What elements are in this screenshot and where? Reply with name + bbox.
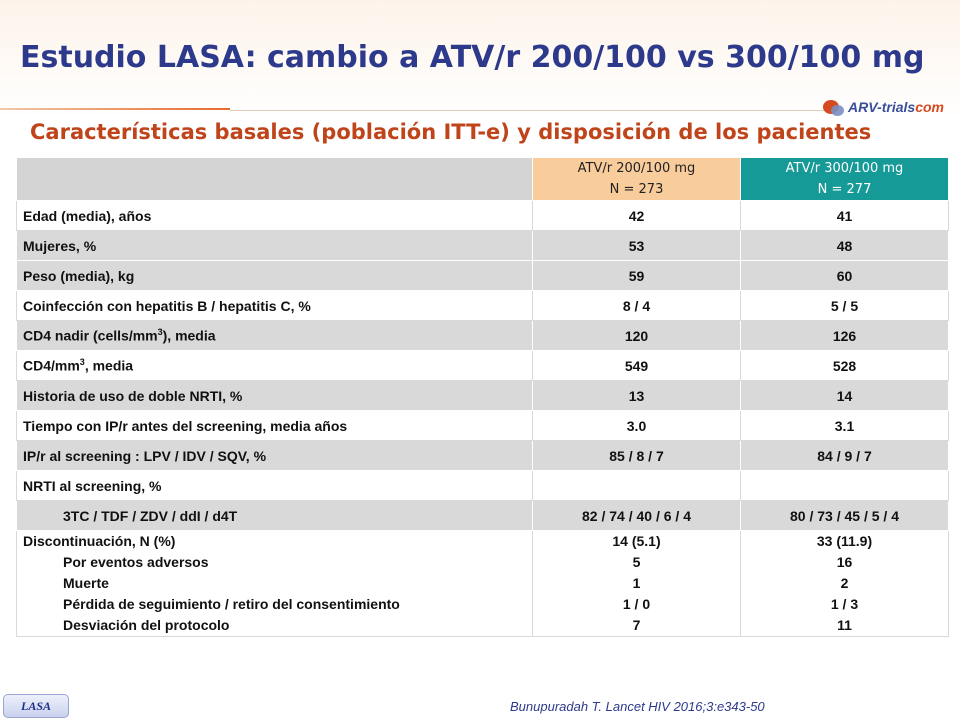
table-row: CD4/mm3, media 549 528: [16, 350, 949, 381]
table-row: IP/r al screening : LPV / IDV / SQV, % 8…: [16, 440, 949, 471]
table-header-row: ATV/r 200/100 mg N = 273 ATV/r 300/100 m…: [16, 157, 949, 201]
row-label: CD4/mm3, media: [16, 350, 533, 381]
sub-label-death: Muerte: [63, 575, 109, 591]
table-row: Edad (media), años 42 41: [16, 200, 949, 231]
row-value-atv-200: 8 / 4: [532, 290, 741, 321]
row-value-atv-300: 126: [740, 320, 949, 351]
row-label: NRTI al screening, %: [16, 470, 533, 501]
row-value-atv-200: 13: [532, 380, 741, 411]
table-row: Peso (media), kg 59 60: [16, 260, 949, 291]
row-value-atv-300: 41: [740, 200, 949, 231]
header-blank-cell: [16, 157, 533, 201]
row-value-atv-300: 14: [740, 380, 949, 411]
row-label: Coinfección con hepatitis B / hepatitis …: [16, 290, 533, 321]
row-value-atv-200: 3.0: [532, 410, 741, 441]
header-atv-300: ATV/r 300/100 mg N = 277: [740, 157, 949, 201]
row-value-atv-300: 48: [740, 230, 949, 261]
row-value-atv-200: [532, 470, 741, 501]
table-row-discontinuation: Discontinuación, N (%) Por eventos adver…: [16, 530, 949, 637]
table-row: Coinfección con hepatitis B / hepatitis …: [16, 290, 949, 321]
row-value-atv-300: 3.1: [740, 410, 949, 441]
row-label: 3TC / TDF / ZDV / ddI / d4T: [16, 500, 533, 531]
row-label: Discontinuación, N (%) Por eventos adver…: [16, 530, 533, 637]
row-value-atv-200: 549: [532, 350, 741, 381]
row-value-atv-300: 80 / 73 / 45 / 5 / 4: [740, 500, 949, 531]
row-value-atv-300: 60: [740, 260, 949, 291]
row-value-atv-200: 42: [532, 200, 741, 231]
row-value-atv-200: 14 (5.1) 5 1 1 / 0 7: [532, 530, 741, 637]
title-underline: [230, 110, 830, 111]
row-value-atv-300: 33 (11.9) 16 2 1 / 3 11: [740, 530, 949, 637]
row-label: CD4 nadir (cells/mm3), media: [16, 320, 533, 351]
row-value-atv-200: 120: [532, 320, 741, 351]
row-value-atv-200: 53: [532, 230, 741, 261]
header-atv-200: ATV/r 200/100 mg N = 273: [532, 157, 741, 201]
sub-label-lost-follow-up: Pérdida de seguimiento / retiro del cons…: [63, 596, 400, 612]
table-row: Historia de uso de doble NRTI, % 13 14: [16, 380, 949, 411]
citation: Bunupuradah T. Lancet HIV 2016;3:e343-50: [510, 699, 765, 714]
row-value-atv-300: 528: [740, 350, 949, 381]
row-label: Mujeres, %: [16, 230, 533, 261]
row-value-atv-200: 59: [532, 260, 741, 291]
logo-text: ARV-trialscom: [848, 99, 944, 115]
table-row: Tiempo con IP/r antes del screening, med…: [16, 410, 949, 441]
row-label: IP/r al screening : LPV / IDV / SQV, %: [16, 440, 533, 471]
title-underline-accent: [0, 108, 230, 110]
row-label: Edad (media), años: [16, 200, 533, 231]
sub-label-adverse-events: Por eventos adversos: [63, 554, 209, 570]
table-row: CD4 nadir (cells/mm3), media 120 126: [16, 320, 949, 351]
baseline-characteristics-table: ATV/r 200/100 mg N = 273 ATV/r 300/100 m…: [16, 157, 949, 637]
row-value-atv-300: 5 / 5: [740, 290, 949, 321]
study-badge: LASA: [3, 694, 69, 718]
table-row: NRTI al screening, %: [16, 470, 949, 501]
discontinuation-label: Discontinuación, N (%): [23, 533, 176, 549]
arv-trials-logo: ARV-trialscom: [823, 94, 944, 120]
table-row: 3TC / TDF / ZDV / ddI / d4T 82 / 74 / 40…: [16, 500, 949, 531]
sub-label-protocol-deviation: Desviación del protocolo: [63, 617, 230, 633]
row-label: Peso (media), kg: [16, 260, 533, 291]
row-value-atv-300: [740, 470, 949, 501]
row-value-atv-200: 82 / 74 / 40 / 6 / 4: [532, 500, 741, 531]
logo-icon: [823, 98, 845, 116]
header-band: [0, 0, 960, 118]
row-value-atv-300: 84 / 9 / 7: [740, 440, 949, 471]
slide-subtitle: Características basales (población ITT-e…: [30, 120, 872, 144]
slide-title: Estudio LASA: cambio a ATV/r 200/100 vs …: [20, 40, 925, 75]
table-row: Mujeres, % 53 48: [16, 230, 949, 261]
row-value-atv-200: 85 / 8 / 7: [532, 440, 741, 471]
row-label: Historia de uso de doble NRTI, %: [16, 380, 533, 411]
row-label: Tiempo con IP/r antes del screening, med…: [16, 410, 533, 441]
